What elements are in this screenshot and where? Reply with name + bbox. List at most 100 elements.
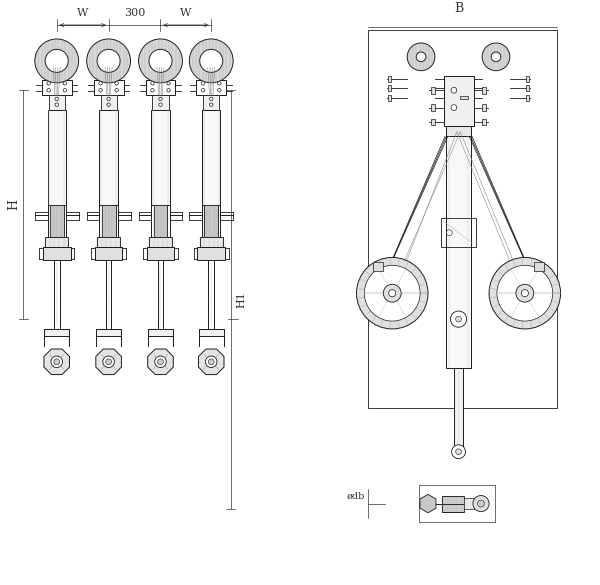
- Bar: [442, 495, 464, 512]
- Circle shape: [115, 82, 118, 85]
- Bar: [146, 247, 175, 260]
- Bar: [146, 81, 175, 95]
- Bar: [451, 85, 454, 91]
- Text: W: W: [180, 8, 191, 18]
- Circle shape: [159, 97, 162, 101]
- Circle shape: [451, 87, 457, 93]
- Text: ødb: ødb: [347, 492, 365, 501]
- Circle shape: [451, 311, 467, 327]
- Circle shape: [151, 88, 154, 92]
- Bar: [101, 205, 116, 237]
- Circle shape: [218, 82, 221, 85]
- Polygon shape: [96, 349, 121, 374]
- Bar: [451, 76, 454, 82]
- Bar: [95, 247, 122, 260]
- Circle shape: [218, 88, 221, 92]
- Bar: [96, 329, 121, 336]
- Bar: [151, 205, 170, 237]
- Bar: [482, 87, 485, 94]
- Text: W: W: [77, 8, 88, 18]
- Circle shape: [383, 284, 401, 302]
- Bar: [42, 81, 72, 95]
- Circle shape: [205, 356, 217, 367]
- Circle shape: [87, 39, 131, 83]
- Bar: [45, 237, 68, 247]
- Bar: [388, 76, 391, 82]
- Circle shape: [149, 49, 172, 73]
- Circle shape: [202, 82, 205, 85]
- Circle shape: [208, 359, 214, 364]
- Circle shape: [35, 39, 79, 83]
- Circle shape: [54, 359, 59, 364]
- Circle shape: [167, 88, 170, 92]
- Circle shape: [364, 266, 420, 321]
- Circle shape: [99, 88, 102, 92]
- Bar: [388, 85, 391, 91]
- Bar: [44, 329, 70, 336]
- Bar: [149, 237, 172, 247]
- Circle shape: [473, 495, 489, 512]
- Circle shape: [455, 449, 461, 455]
- Circle shape: [45, 49, 68, 73]
- Circle shape: [491, 52, 501, 61]
- Circle shape: [356, 257, 428, 329]
- Circle shape: [455, 316, 461, 322]
- Bar: [463, 76, 466, 82]
- Circle shape: [97, 49, 120, 73]
- Bar: [464, 498, 474, 510]
- Circle shape: [521, 290, 529, 297]
- Circle shape: [115, 88, 118, 92]
- Circle shape: [167, 82, 170, 85]
- Bar: [100, 110, 118, 205]
- Bar: [526, 85, 529, 91]
- Circle shape: [482, 43, 510, 71]
- Bar: [47, 205, 66, 237]
- Bar: [431, 104, 435, 111]
- Polygon shape: [420, 494, 436, 513]
- Polygon shape: [44, 349, 70, 374]
- Circle shape: [107, 103, 110, 106]
- Circle shape: [202, 88, 205, 92]
- Circle shape: [389, 290, 396, 297]
- Circle shape: [190, 39, 233, 83]
- Bar: [94, 81, 124, 95]
- Circle shape: [55, 97, 58, 101]
- Bar: [151, 110, 170, 205]
- Bar: [49, 95, 65, 110]
- Bar: [454, 368, 463, 446]
- Bar: [197, 247, 225, 260]
- Bar: [50, 205, 64, 237]
- Circle shape: [209, 103, 213, 106]
- Bar: [482, 104, 485, 111]
- Bar: [431, 87, 435, 94]
- Circle shape: [47, 82, 50, 85]
- Bar: [154, 205, 167, 237]
- Bar: [440, 218, 476, 247]
- Text: 300: 300: [124, 8, 145, 18]
- Circle shape: [63, 82, 67, 85]
- Bar: [443, 76, 473, 126]
- Bar: [368, 30, 557, 408]
- Circle shape: [47, 88, 50, 92]
- Circle shape: [139, 39, 182, 83]
- Circle shape: [106, 359, 112, 364]
- Bar: [431, 119, 435, 125]
- Bar: [388, 95, 391, 101]
- Text: H: H: [8, 199, 20, 210]
- Circle shape: [446, 230, 452, 236]
- Circle shape: [489, 257, 560, 329]
- Bar: [203, 95, 219, 110]
- Bar: [202, 205, 220, 237]
- Bar: [202, 110, 220, 205]
- Circle shape: [155, 356, 166, 367]
- Bar: [534, 261, 544, 271]
- Circle shape: [103, 356, 115, 367]
- Bar: [373, 261, 383, 271]
- Bar: [463, 85, 466, 91]
- Circle shape: [55, 103, 58, 106]
- Circle shape: [451, 105, 457, 111]
- Text: B: B: [454, 2, 463, 15]
- Circle shape: [107, 97, 110, 101]
- Bar: [446, 136, 471, 368]
- Circle shape: [416, 52, 426, 61]
